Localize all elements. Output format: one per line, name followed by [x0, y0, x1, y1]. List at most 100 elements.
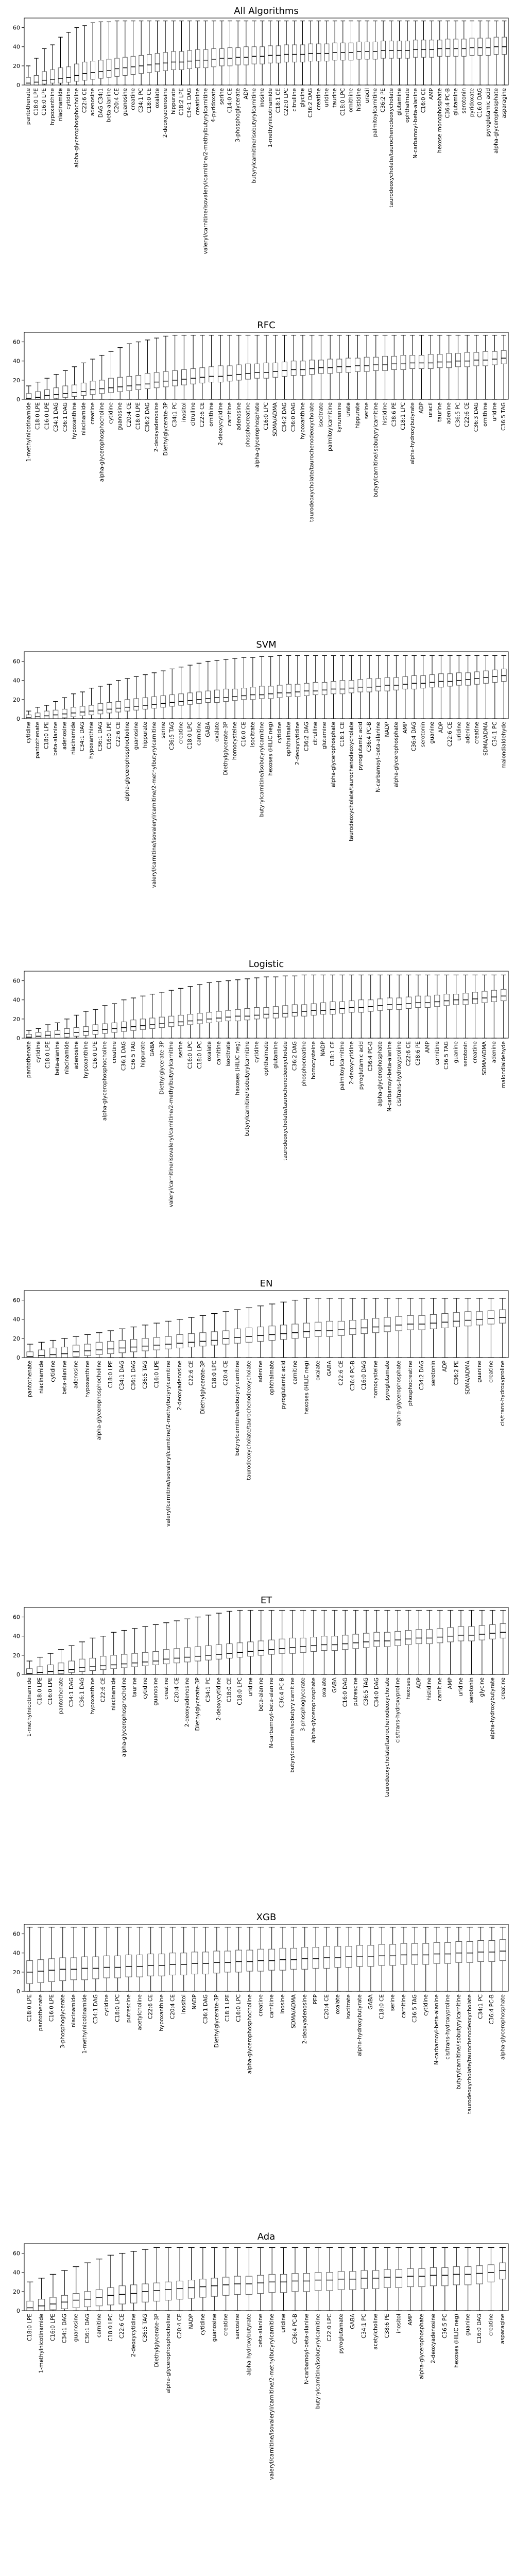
category-label: pyridoxate — [469, 88, 475, 117]
box-item — [445, 20, 451, 86]
category-label: pyroglutamic acid — [357, 722, 364, 770]
category-label: glutamine — [397, 88, 403, 115]
box-item — [339, 655, 346, 719]
box-item — [187, 2247, 195, 2311]
box-item — [130, 1326, 138, 1358]
category-label: alpha-hydroxybutyrate — [246, 2314, 252, 2376]
box-item — [142, 674, 148, 719]
box-item — [279, 1609, 285, 1675]
box-iqr — [400, 355, 406, 370]
category-label: acetylcholine — [136, 1994, 143, 2030]
box-iqr — [381, 41, 386, 59]
box-item — [245, 2247, 253, 2311]
box-item — [422, 1926, 430, 1992]
category-label: C22:0 LPC — [283, 88, 289, 116]
category-label: carnitine — [292, 1361, 298, 1384]
box-item — [289, 1609, 296, 1675]
box-item — [227, 334, 233, 400]
box-iqr — [421, 40, 426, 58]
box-item — [405, 1609, 411, 1675]
box-item — [268, 656, 273, 719]
box-iqr — [501, 989, 507, 1002]
category-label: carnitine — [227, 402, 233, 426]
box-item — [352, 1609, 359, 1675]
box-item — [124, 678, 130, 719]
y-tick-label: 0 — [16, 82, 20, 89]
box-iqr — [37, 1666, 43, 1675]
box-item — [83, 1011, 89, 1039]
box-item — [420, 655, 426, 719]
box-item — [149, 993, 156, 1039]
category-label: ornithine — [348, 88, 354, 112]
category-label: C36:2 DAG — [307, 88, 314, 117]
box-item — [199, 2247, 207, 2311]
box-item — [309, 334, 315, 400]
box-item — [36, 1028, 42, 1039]
category-label: ophthalmate — [286, 722, 292, 756]
box-iqr — [469, 38, 475, 56]
plot-frame — [24, 971, 509, 1039]
box-item — [73, 1014, 79, 1039]
category-label: C16:0 LPC — [187, 1041, 194, 1069]
box-item — [160, 670, 166, 719]
box-item — [327, 334, 333, 400]
box-iqr — [49, 1347, 57, 1358]
y-tick-label: 40 — [13, 358, 20, 365]
category-label: C36:5 TAG — [443, 1041, 450, 1070]
category-label: C36:5 TAG — [130, 1041, 136, 1070]
boxplot-panel: XGB 0 20 40 60 C18:0 LPE pantothenate C16:0 LPE… — [13, 1912, 509, 2114]
category-label: serotonin — [468, 1677, 474, 1703]
category-label: phosphocreatine — [407, 1361, 414, 1406]
category-label: alpha-glycerophosphate — [377, 1041, 383, 1107]
box-item — [372, 2247, 380, 2311]
box-iqr — [499, 1939, 506, 1961]
box-iqr — [268, 686, 273, 699]
box-iqr — [272, 362, 279, 378]
y-tick-label: 60 — [13, 1614, 20, 1621]
box-item — [202, 1926, 209, 1992]
box-iqr — [453, 2266, 460, 2285]
box-iqr — [268, 1326, 276, 1341]
category-label: C34:1 DAG — [61, 2314, 67, 2343]
category-label: hippurate — [142, 722, 148, 748]
box-item — [26, 1030, 32, 1039]
box-item — [426, 1609, 433, 1675]
box-item — [168, 990, 175, 1039]
box-iqr — [214, 689, 220, 703]
box-item — [499, 2247, 506, 2311]
category-label: NADP — [384, 722, 390, 737]
category-label: C34:1 DAG — [119, 1361, 125, 1390]
category-label: alpha-glycerophosphocholine — [247, 1994, 253, 2074]
box-iqr — [466, 1941, 473, 1963]
category-label: C16:0 LPE — [92, 1041, 98, 1069]
box-iqr — [26, 77, 31, 86]
box-iqr — [147, 54, 152, 73]
box-iqr — [465, 672, 471, 686]
category-label: ornithine — [209, 402, 215, 427]
box-item — [142, 2249, 149, 2311]
category-label: inositol — [181, 1994, 187, 2014]
box-item — [130, 20, 136, 86]
box-item — [163, 1622, 169, 1675]
category-label: hexose monophosphate — [437, 88, 443, 153]
box-iqr — [142, 2283, 149, 2302]
box-item — [35, 707, 41, 719]
box-item — [462, 974, 469, 1039]
box-item — [84, 1334, 91, 1358]
box-item — [429, 655, 435, 719]
box-iqr — [489, 1624, 496, 1639]
y-tick-label: 0 — [16, 2308, 20, 2314]
category-label: C18:0 CE — [379, 1994, 385, 2019]
box-item — [331, 1609, 338, 1675]
box-item — [107, 2255, 114, 2311]
box-item — [438, 655, 444, 719]
plot-frame — [24, 1290, 509, 1358]
box-item — [441, 2247, 449, 2311]
box-item — [446, 334, 452, 400]
box-item — [97, 686, 104, 719]
box-item — [349, 974, 355, 1039]
box-iqr — [394, 1631, 401, 1646]
box-item — [115, 680, 122, 719]
category-label: 4-pyridoxate — [211, 88, 217, 123]
box-item — [38, 2278, 45, 2311]
